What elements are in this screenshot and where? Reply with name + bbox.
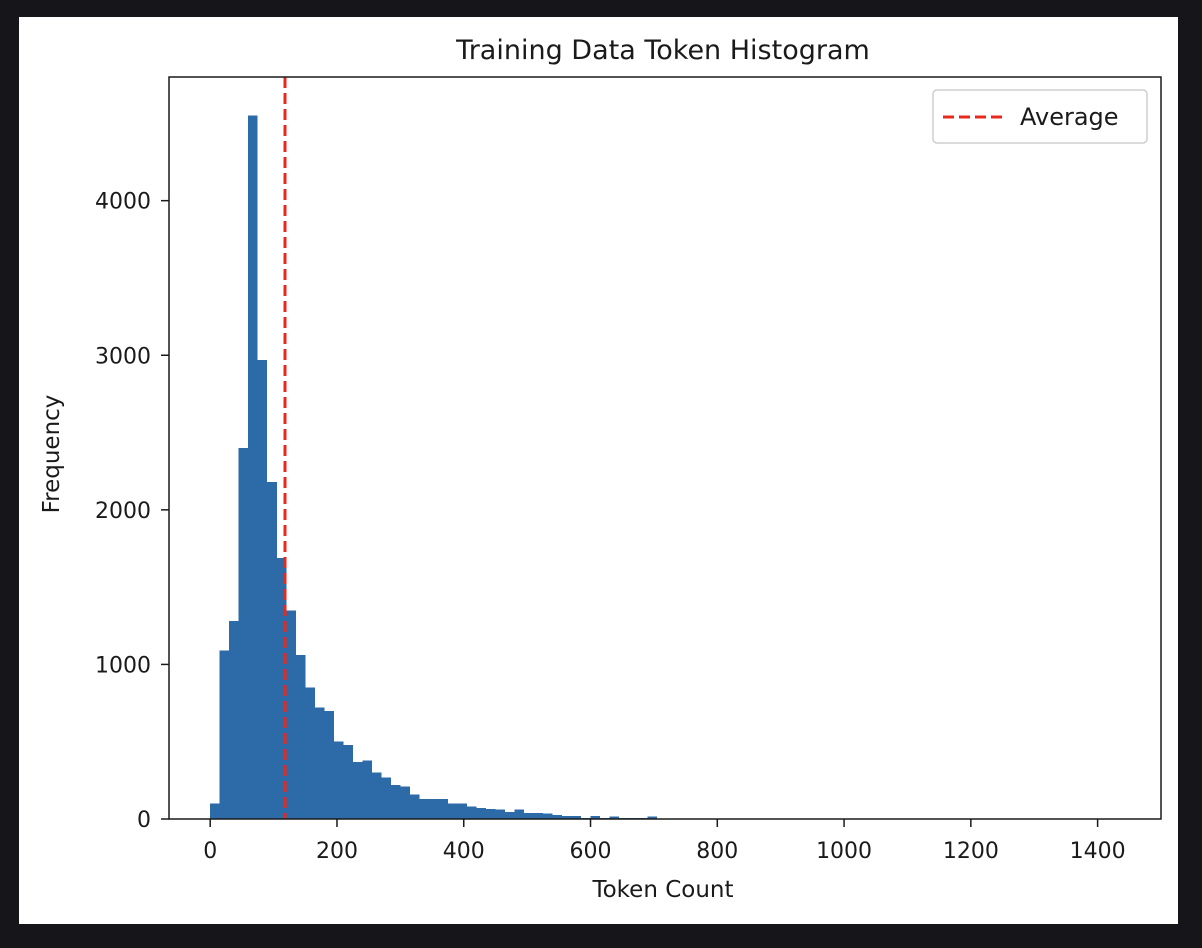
histogram-bar	[504, 812, 515, 819]
histogram-bar	[343, 744, 353, 819]
x-tick-label: 200	[316, 839, 358, 864]
legend-average-label: Average	[1020, 103, 1119, 131]
x-tick-label: 0	[203, 839, 217, 864]
histogram-bar	[276, 557, 287, 819]
histogram-bar	[457, 803, 467, 819]
histogram-bar	[400, 786, 410, 819]
histogram-bar	[219, 650, 230, 819]
histogram-bar	[609, 816, 620, 819]
legend-box	[932, 89, 1148, 144]
x-tick-label: 600	[570, 839, 612, 864]
histogram-bar	[333, 741, 344, 819]
x-tick-label: 800	[696, 839, 738, 864]
y-axis-ticks: 0 1000 2000 3000 4000	[95, 190, 169, 833]
histogram-bar	[590, 815, 601, 819]
x-tick-label: 1400	[1070, 839, 1126, 864]
y-axis-label: Frequency	[39, 395, 65, 514]
chart-title: Training Data Token Histogram	[455, 35, 870, 66]
y-tick-label: 2000	[95, 499, 151, 524]
y-tick-label: 0	[137, 808, 151, 833]
plot-area-border	[168, 76, 1162, 820]
histogram-bar	[476, 808, 486, 819]
histogram-bar	[257, 359, 268, 819]
x-axis-ticks: 0 200 400 600 800 1000 1200 1400	[203, 819, 1126, 864]
histogram-bar	[295, 655, 306, 819]
histogram-bar	[248, 115, 258, 820]
histogram-bar	[647, 816, 658, 819]
histogram-bar	[267, 482, 277, 819]
chart-figure: Training Data Token Histogram 0 200 400 600…	[19, 17, 1178, 924]
histogram-bar	[428, 798, 439, 819]
x-tick-label: 1000	[816, 839, 872, 864]
histogram-bar	[238, 448, 249, 819]
histogram-bars	[210, 115, 658, 820]
histogram-bar	[305, 687, 315, 819]
histogram-bar	[362, 760, 372, 819]
histogram-bar	[229, 621, 239, 819]
histogram-bar	[390, 784, 401, 819]
x-tick-label: 400	[443, 839, 485, 864]
legend: Average	[932, 89, 1148, 144]
histogram-bar	[438, 798, 448, 819]
histogram-bar	[552, 815, 562, 819]
histogram-bar	[485, 808, 496, 819]
y-tick-label: 4000	[95, 190, 151, 215]
histogram-bar	[371, 772, 382, 819]
histogram-bar	[324, 710, 334, 819]
histogram-bar	[314, 707, 325, 819]
histogram-bar	[542, 813, 553, 819]
histogram-bar	[495, 809, 505, 819]
y-tick-label: 1000	[95, 653, 151, 678]
x-tick-label: 1200	[943, 839, 999, 864]
histogram-bar	[514, 809, 524, 819]
histogram-bar	[447, 803, 458, 819]
histogram-bar	[286, 610, 296, 819]
histogram-bar	[561, 815, 572, 819]
x-axis-label: Token Count	[591, 877, 733, 903]
histogram-bar	[466, 806, 477, 819]
histogram-bar	[571, 815, 582, 819]
histogram-bar	[381, 777, 391, 819]
histogram-bar	[533, 812, 543, 819]
y-tick-label: 3000	[95, 344, 151, 369]
histogram-bar	[210, 803, 220, 819]
histogram-chart: Training Data Token Histogram 0 200 400 600…	[39, 35, 1162, 903]
histogram-bar	[419, 798, 429, 819]
histogram-bar	[352, 761, 363, 819]
histogram-bar	[523, 812, 534, 819]
histogram-bar	[409, 794, 420, 819]
